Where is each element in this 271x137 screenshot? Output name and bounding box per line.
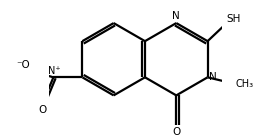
Text: O: O — [38, 105, 46, 115]
Text: N⁺: N⁺ — [47, 66, 60, 76]
Text: ⁻O: ⁻O — [16, 60, 30, 70]
Text: O: O — [172, 127, 180, 137]
Text: SH: SH — [226, 14, 240, 24]
Text: CH₃: CH₃ — [235, 79, 254, 89]
Text: N: N — [209, 72, 217, 82]
Text: N: N — [172, 11, 180, 21]
